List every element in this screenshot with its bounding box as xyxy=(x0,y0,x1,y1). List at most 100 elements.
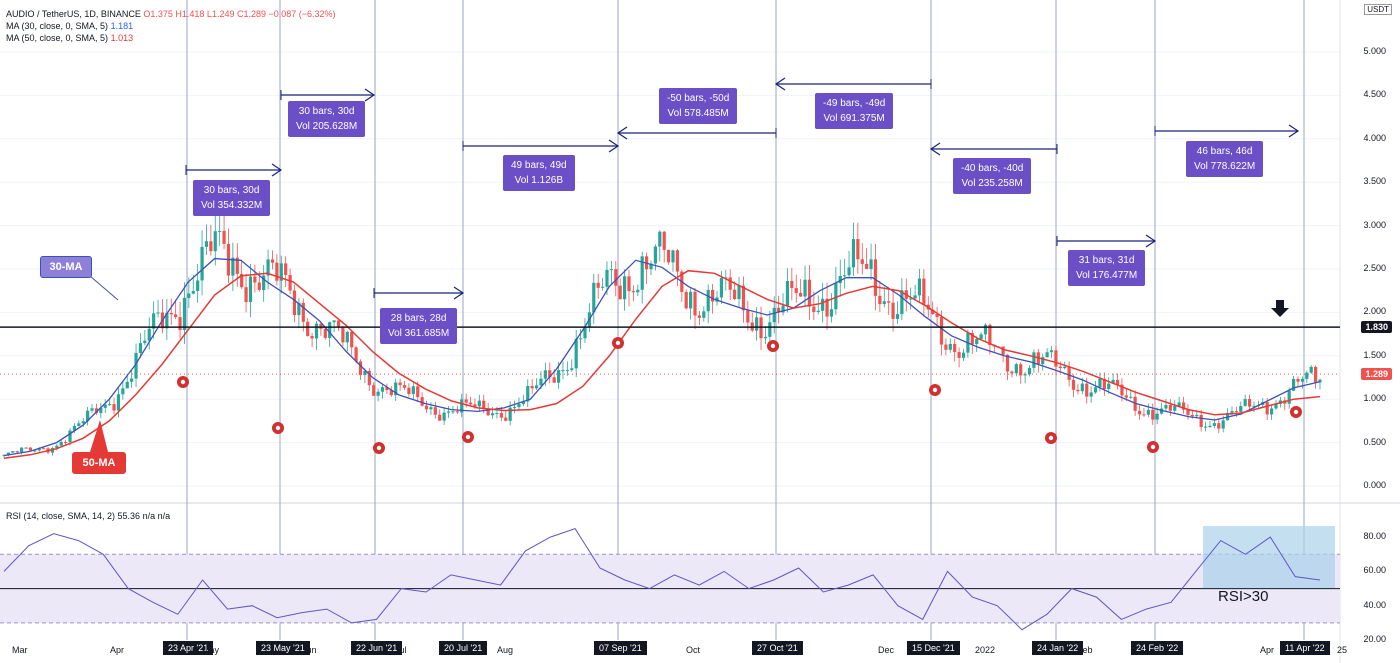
candle-body xyxy=(728,277,732,290)
candle-body xyxy=(631,291,635,293)
candle-body xyxy=(512,407,517,409)
candle-body xyxy=(297,302,301,316)
candle-body xyxy=(1208,425,1212,427)
candle-body xyxy=(253,276,257,283)
ma30-callout-pointer xyxy=(89,275,119,301)
price-tick-label: 1.500 xyxy=(1363,349,1386,360)
candle-body xyxy=(733,289,737,300)
rsi-highlight-box xyxy=(1203,526,1335,588)
candle-body xyxy=(495,413,499,415)
legend-ma50-label: MA (50, close, 0, SMA, 5) xyxy=(6,33,109,43)
candle-body xyxy=(1142,414,1146,416)
price-tick-label: 3.000 xyxy=(1363,219,1386,230)
measure-arrow-head xyxy=(1288,124,1300,138)
candle-body xyxy=(671,250,675,263)
measure-bars: 46 bars, 46d xyxy=(1196,146,1253,157)
time-tick-label: Jul xyxy=(395,645,407,655)
candle-body xyxy=(323,328,327,338)
candle-body xyxy=(785,280,790,306)
candle-body xyxy=(358,361,363,376)
date-marker-label: 23 Apr '21 xyxy=(163,641,214,655)
candle-body xyxy=(1005,354,1010,372)
candle-body xyxy=(1115,379,1120,385)
candle-body xyxy=(913,295,917,299)
ma30-callout: 30-MA xyxy=(40,256,92,278)
candle-body xyxy=(851,239,856,268)
time-tick-label: Aug xyxy=(497,645,514,655)
candle-body xyxy=(711,289,715,302)
measure-vol: Vol 691.375M xyxy=(823,113,885,124)
candle-body xyxy=(961,352,966,358)
measure-box-3: 28 bars, 28d Vol 361.685M xyxy=(380,308,458,344)
candle-body xyxy=(389,389,393,396)
candle-body xyxy=(407,387,411,395)
candle-body xyxy=(504,417,508,421)
candle-body xyxy=(917,278,922,296)
candle-body xyxy=(6,452,11,455)
candle-body xyxy=(222,230,226,244)
candle-body xyxy=(1049,350,1054,353)
measure-vol: Vol 176.477M xyxy=(1076,270,1138,281)
candle-body xyxy=(446,411,451,413)
candle-body xyxy=(284,263,288,275)
candle-body xyxy=(292,290,297,316)
measure-arrow-head xyxy=(616,126,628,140)
legend-rsi: RSI (14, close, SMA, 14, 2) 55.36 n/a n/… xyxy=(6,511,171,521)
candle-body xyxy=(794,288,798,293)
candle-body xyxy=(702,311,706,318)
measure-vol: Vol 1.126B xyxy=(514,175,563,186)
candle-body xyxy=(486,408,490,416)
candle-body xyxy=(799,292,803,297)
low-marker-dot xyxy=(615,340,621,346)
candle-body xyxy=(578,338,583,340)
legend-ma30-label: MA (30, close, 0, SMA, 5) xyxy=(6,21,109,31)
currency-badge[interactable]: USDT xyxy=(1364,4,1392,15)
time-tick-label: Mar xyxy=(12,645,28,655)
candle-body xyxy=(719,277,724,298)
candle-body xyxy=(288,274,292,291)
candle-body xyxy=(490,413,495,416)
candle-body xyxy=(790,280,794,289)
candle-body xyxy=(847,267,851,276)
moving-averages xyxy=(3,257,1321,459)
candle-body xyxy=(1168,405,1172,411)
candle-body xyxy=(332,320,336,323)
low-marker-dot xyxy=(932,387,938,393)
candle-body xyxy=(715,297,719,302)
candle-body xyxy=(433,407,437,415)
candle-body xyxy=(556,370,561,383)
candle-body xyxy=(240,273,244,288)
candle-body xyxy=(218,230,222,232)
candle-body xyxy=(865,263,869,269)
candle-body xyxy=(187,293,191,298)
low-marker-dot xyxy=(180,379,186,385)
candle-body xyxy=(1014,364,1018,374)
ma50-callout: 50-MA xyxy=(72,452,126,474)
candle-body xyxy=(948,343,952,350)
candle-body xyxy=(887,301,891,303)
candle-body xyxy=(746,310,750,323)
price-tick-label: 1.000 xyxy=(1363,393,1386,404)
candle-body xyxy=(341,326,345,343)
candle-body xyxy=(429,407,433,410)
candle-body xyxy=(306,321,310,336)
measure-vol: Vol 361.685M xyxy=(388,328,450,339)
candle-body xyxy=(64,441,68,443)
time-tick-label: Feb xyxy=(1077,645,1093,655)
candle-body xyxy=(169,312,173,315)
price-tick-label: 4.000 xyxy=(1363,132,1386,143)
rsi-tick-label: 60.00 xyxy=(1363,565,1386,576)
candle-body xyxy=(565,370,569,372)
candle-body xyxy=(451,411,455,413)
candle-body xyxy=(270,259,275,263)
candle-body xyxy=(416,386,420,398)
candle-body xyxy=(178,317,182,331)
measure-vol: Vol 235.258M xyxy=(961,178,1023,189)
candle-body xyxy=(20,447,24,453)
candle-body xyxy=(1107,383,1111,390)
price-tick-label: 2.500 xyxy=(1363,263,1386,273)
candle-body xyxy=(266,259,270,276)
measure-vol: Vol 205.628M xyxy=(296,121,358,132)
candle-body xyxy=(372,385,376,396)
